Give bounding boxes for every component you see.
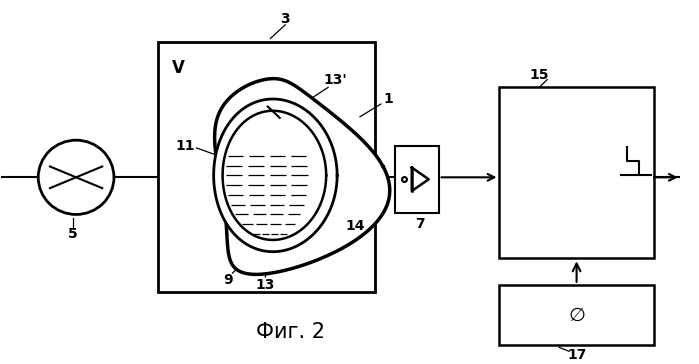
Polygon shape: [215, 79, 390, 274]
Text: 9: 9: [224, 273, 233, 287]
Polygon shape: [214, 99, 337, 252]
Text: V: V: [172, 59, 185, 77]
Text: Фиг. 2: Фиг. 2: [256, 322, 325, 342]
Bar: [499, 285, 654, 345]
Text: 14: 14: [345, 219, 365, 233]
Text: 1: 1: [383, 92, 393, 106]
Text: 13: 13: [256, 278, 275, 292]
Bar: [395, 146, 439, 213]
Text: 11: 11: [176, 139, 196, 153]
Text: $\emptyset$: $\emptyset$: [568, 306, 585, 325]
Text: 13': 13': [323, 72, 347, 87]
Text: 15: 15: [530, 68, 549, 82]
Bar: [158, 43, 375, 292]
Polygon shape: [222, 111, 326, 240]
Text: 3: 3: [280, 12, 290, 26]
Circle shape: [38, 140, 114, 214]
Text: 17: 17: [568, 348, 586, 362]
Text: 5: 5: [69, 227, 78, 241]
Bar: [499, 87, 654, 258]
Text: 7: 7: [415, 217, 424, 231]
